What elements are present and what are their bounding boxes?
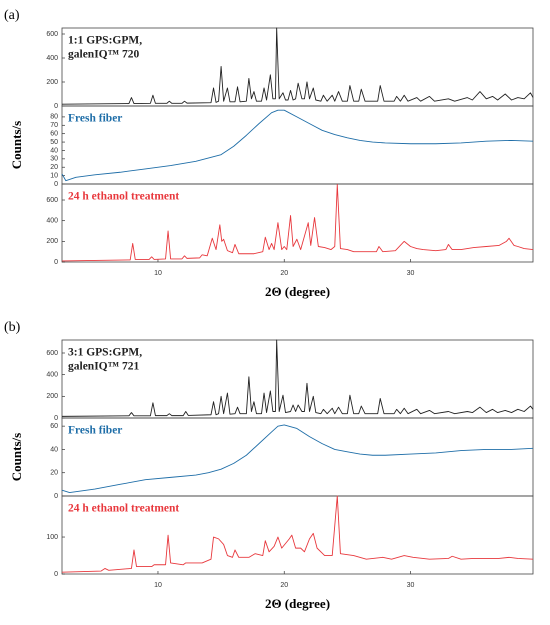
y-tick-label: 400 xyxy=(46,372,58,379)
y-tick-label: 10 xyxy=(50,172,58,179)
y-axis-label: Counts/s xyxy=(9,433,24,481)
pattern-line xyxy=(61,495,534,573)
panel-annotation: 3:1 GPS:GPM, xyxy=(68,347,142,359)
y-tick-label: 0 xyxy=(54,181,58,188)
y-tick-label: 200 xyxy=(46,238,58,245)
panel-annotation: galenIQ™ 721 xyxy=(68,361,139,373)
y-tick-label: 40 xyxy=(50,446,58,453)
pattern-line xyxy=(61,184,534,262)
y-tick-label: 600 xyxy=(46,197,58,204)
x-axis-label: 2Θ (degree) xyxy=(265,284,330,299)
figure-label: (a) xyxy=(4,8,20,23)
panel-annotation: galenIQ™ 720 xyxy=(68,49,139,61)
y-tick-label: 600 xyxy=(46,350,58,357)
panel-annotation: 24 h ethanol treatment xyxy=(68,503,179,515)
y-tick-label: 30 xyxy=(50,156,58,163)
pattern-line xyxy=(61,27,534,105)
y-tick-label: 0 xyxy=(54,103,58,110)
y-tick-label: 50 xyxy=(50,139,58,146)
pattern-line xyxy=(61,339,534,417)
figure-label: (b) xyxy=(4,320,21,335)
panel-frame xyxy=(61,183,534,263)
y-tick-label: 200 xyxy=(46,79,58,86)
x-tick-label: 10 xyxy=(154,582,162,589)
y-tick-label: 40 xyxy=(50,147,58,154)
pattern-line xyxy=(61,424,534,493)
panel-frame xyxy=(61,417,534,497)
y-tick-label: 0 xyxy=(54,493,58,500)
x-tick-label: 30 xyxy=(407,582,415,589)
y-axis-label: Counts/s xyxy=(9,121,24,169)
panel-annotation: 1:1 GPS:GPM, xyxy=(68,35,142,47)
y-tick-label: 70 xyxy=(50,122,58,129)
panel-annotation: Fresh fiber xyxy=(68,425,122,437)
y-tick-label: 400 xyxy=(46,218,58,225)
y-tick-label: 0 xyxy=(54,415,58,422)
pattern-line xyxy=(61,109,534,182)
y-tick-label: 60 xyxy=(50,131,58,138)
y-tick-label: 60 xyxy=(50,423,58,430)
x-tick-label: 30 xyxy=(407,270,415,277)
panel-annotation: Fresh fiber xyxy=(68,113,122,125)
y-tick-label: 200 xyxy=(46,393,58,400)
y-tick-label: 20 xyxy=(50,164,58,171)
x-axis-label: 2Θ (degree) xyxy=(265,596,330,611)
y-tick-label: 0 xyxy=(54,259,58,266)
x-tick-label: 20 xyxy=(280,582,288,589)
y-tick-label: 400 xyxy=(46,55,58,62)
x-tick-label: 10 xyxy=(154,270,162,277)
x-tick-label: 20 xyxy=(280,270,288,277)
panel-frame xyxy=(61,495,534,575)
y-tick-label: 0 xyxy=(54,571,58,578)
panel-annotation: 24 h ethanol treatment xyxy=(68,191,179,203)
y-tick-label: 80 xyxy=(50,114,58,121)
y-tick-label: 20 xyxy=(50,470,58,477)
y-tick-label: 600 xyxy=(46,31,58,38)
y-tick-label: 100 xyxy=(46,534,58,541)
